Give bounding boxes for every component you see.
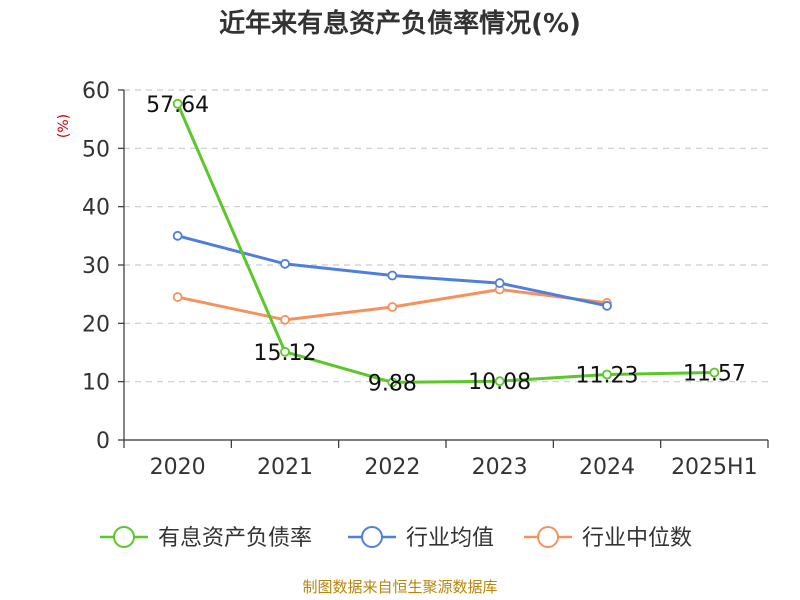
y-tick-label: 0 xyxy=(96,429,110,454)
gridlines xyxy=(124,89,768,383)
series-lines xyxy=(172,98,720,388)
data-point xyxy=(280,258,290,269)
data-labels: 57.64 15.12 9.88 10.08 11.23 11.57 xyxy=(146,93,746,397)
legend-item: 行业均值 xyxy=(348,526,494,551)
series-line xyxy=(176,103,715,384)
data-point xyxy=(280,314,290,325)
legend-item: 有息资产负债率 xyxy=(100,526,312,551)
legend-label: 行业均值 xyxy=(406,526,494,551)
x-tick-label: 2023 xyxy=(472,455,528,480)
data-point xyxy=(172,230,183,241)
x-tick-label: 2020 xyxy=(150,455,206,480)
legend-label: 行业中位数 xyxy=(582,526,692,551)
data-point xyxy=(602,300,612,311)
y-tick-label: 50 xyxy=(82,137,110,162)
data-label: 11.57 xyxy=(683,362,746,387)
legend-label: 有息资产负债率 xyxy=(158,526,312,551)
data-point xyxy=(494,278,505,288)
source-note: 制图数据来自恒生聚源数据库 xyxy=(302,578,497,596)
x-tick-label: 2021 xyxy=(257,455,313,480)
data-point xyxy=(494,376,505,387)
y-axis-label: (%) xyxy=(56,114,72,138)
x-tick-label: 2022 xyxy=(364,455,420,480)
y-tick-label: 20 xyxy=(82,312,110,337)
x-tick-label: 2024 xyxy=(579,455,635,480)
chart-title: 近年来有息资产负债率情况(%) xyxy=(219,8,581,39)
legend-marker-icon xyxy=(537,526,559,548)
y-tick-label: 40 xyxy=(82,196,110,221)
y-tick-label: 60 xyxy=(82,79,110,104)
data-point xyxy=(280,346,290,357)
y-tick-label: 10 xyxy=(82,371,110,396)
data-point xyxy=(387,270,398,281)
legend: 有息资产负债率 行业均值 行业中位数 xyxy=(100,526,692,551)
data-point xyxy=(172,98,183,109)
data-point xyxy=(602,369,612,380)
data-label: 57.64 xyxy=(146,93,209,118)
data-point xyxy=(709,367,720,378)
data-point xyxy=(387,377,398,388)
legend-marker-icon xyxy=(361,526,383,548)
legend-item: 行业中位数 xyxy=(524,526,692,551)
data-label: 11.23 xyxy=(576,363,639,388)
y-tick-label: 30 xyxy=(82,254,110,279)
x-tick-label: 2025H1 xyxy=(671,455,758,480)
data-label: 15.12 xyxy=(254,341,317,366)
data-point xyxy=(387,302,398,312)
data-label: 10.08 xyxy=(468,370,531,395)
axes: 0 10 20 30 40 50 60 2020 2021 2022 2023 2024 2025H1 xyxy=(82,79,769,480)
data-point xyxy=(172,292,183,302)
data-label: 9.88 xyxy=(368,371,417,396)
legend-marker-icon xyxy=(113,526,135,548)
